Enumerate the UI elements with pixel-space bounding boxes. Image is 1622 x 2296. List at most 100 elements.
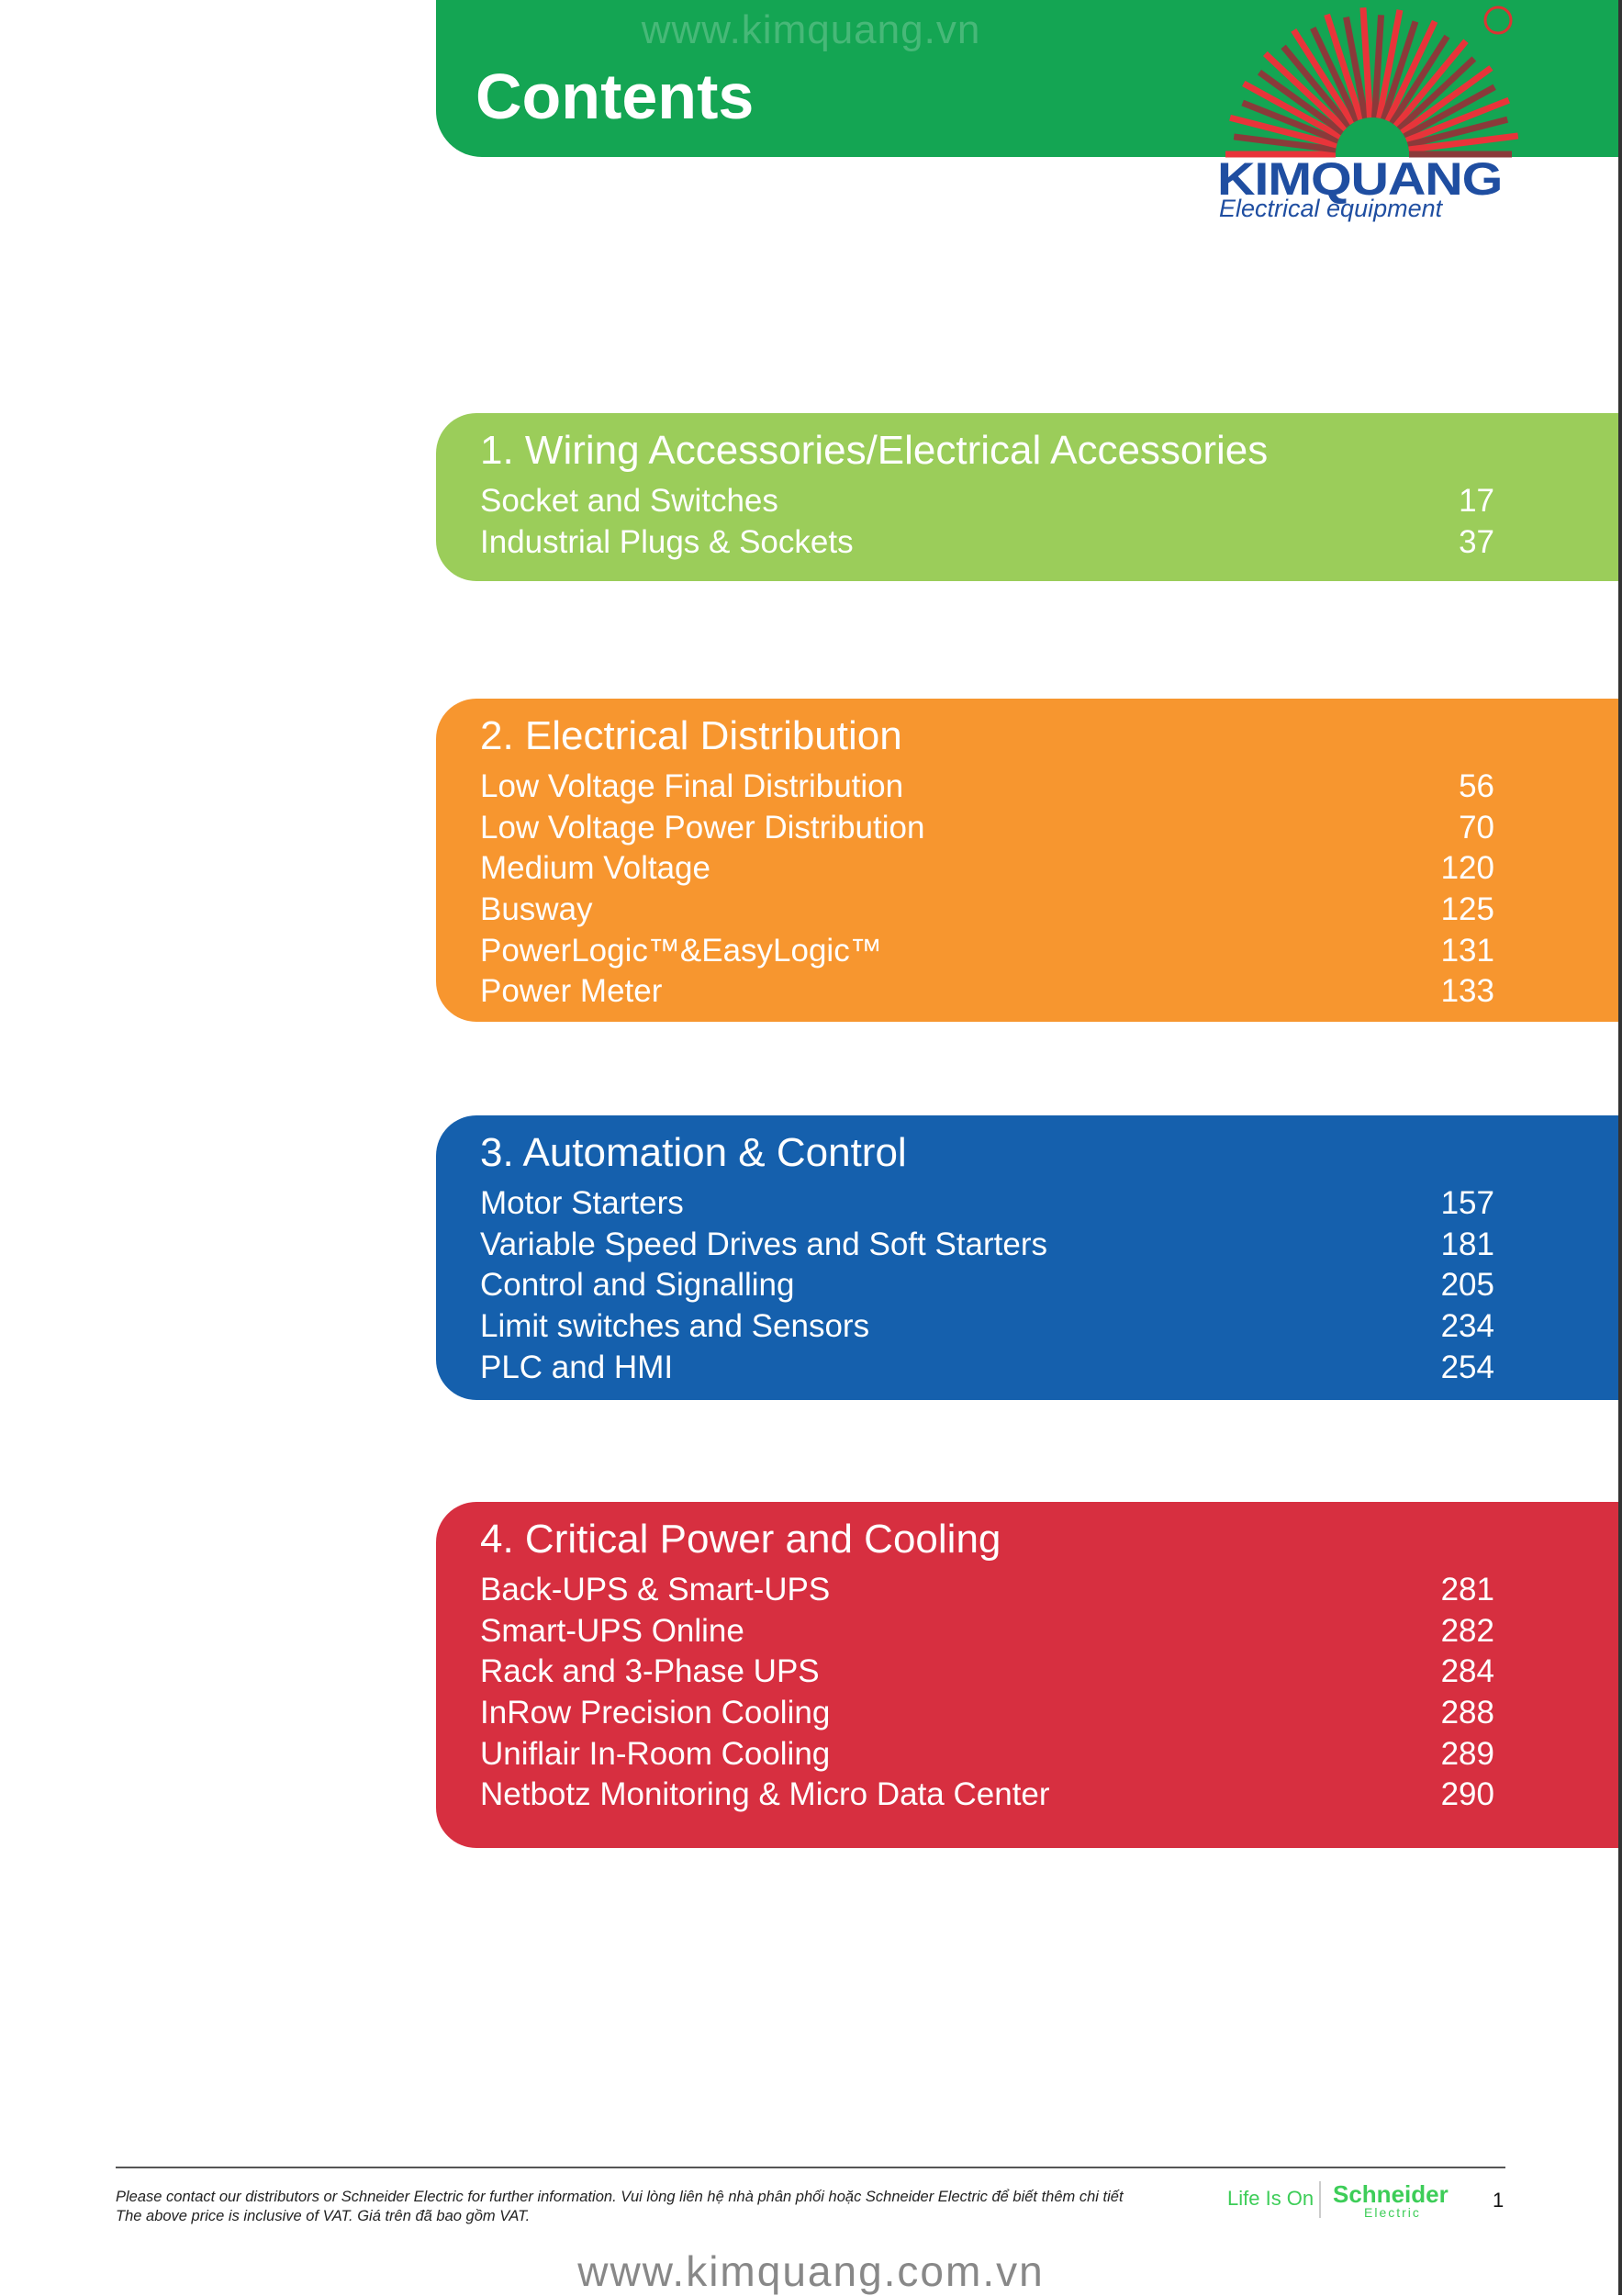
sun-ray bbox=[1257, 69, 1345, 136]
entry-name: Busway bbox=[480, 891, 593, 928]
entry-page: 17 bbox=[1459, 483, 1494, 519]
entry-page: 133 bbox=[1440, 973, 1494, 1010]
sun-ray bbox=[1396, 56, 1477, 132]
sun-ray bbox=[1404, 96, 1511, 144]
footer-note: The above price is inclusive of VAT. Giá… bbox=[116, 2208, 531, 2224]
sun-ray bbox=[1241, 99, 1340, 144]
entry-page: 125 bbox=[1440, 891, 1494, 928]
entry: Variable Speed Drives and Soft Starters 1… bbox=[480, 1225, 1622, 1266]
entry-page: 290 bbox=[1440, 1776, 1494, 1813]
watermark: www.kimquang.vn bbox=[641, 7, 981, 52]
sun-ray bbox=[1281, 44, 1352, 129]
entry-name: Netbotz Monitoring & Micro Data Center bbox=[480, 1776, 1050, 1813]
sun-ray bbox=[1359, 7, 1373, 118]
entry: Uniflair In-Room Cooling 289 bbox=[480, 1734, 1622, 1775]
entry-page: 282 bbox=[1440, 1612, 1494, 1649]
section: 1. Wiring Accessories/Electrical Accesso… bbox=[436, 413, 1622, 581]
entry-name: Industrial Plugs & Sockets bbox=[480, 523, 854, 560]
sun-ray bbox=[1262, 50, 1348, 132]
entry: Low Voltage Power Distribution 70 bbox=[480, 808, 1622, 849]
section: 3. Automation & Control Motor Starters 157… bbox=[436, 1115, 1622, 1400]
entry-name: Low Voltage Power Distribution bbox=[480, 809, 925, 846]
entry-name: PowerLogic™&EasyLogic™ bbox=[480, 932, 882, 969]
entry-name: Power Meter bbox=[480, 973, 663, 1010]
sun-ray bbox=[1384, 19, 1438, 123]
entry-name: Back-UPS & Smart-UPS bbox=[480, 1572, 831, 1607]
sun-ray bbox=[1229, 114, 1338, 149]
logo-brand: KIMQUANG bbox=[1217, 153, 1503, 205]
entry: Industrial Plugs & Sockets 37 bbox=[480, 522, 1622, 564]
page-edge bbox=[1618, 0, 1622, 2295]
entry-page: 131 bbox=[1440, 932, 1494, 969]
sun-ray bbox=[1403, 84, 1496, 140]
entry: Motor Starters 157 bbox=[480, 1183, 1622, 1225]
sun-ray bbox=[1233, 133, 1337, 153]
registered-mark bbox=[1483, 6, 1513, 35]
sun-ray bbox=[1400, 65, 1493, 136]
logo-sunburst bbox=[1225, 6, 1519, 158]
entry-page: 281 bbox=[1440, 1572, 1494, 1607]
section-title: 1. Wiring Accessories/Electrical Accesso… bbox=[480, 428, 1269, 473]
entry-name: Rack and 3-Phase UPS bbox=[480, 1653, 820, 1690]
entry: Smart-UPS Online 282 bbox=[480, 1611, 1622, 1652]
entry-page: 37 bbox=[1459, 523, 1494, 560]
entry-name: Socket and Switches bbox=[480, 483, 778, 519]
sun-ray bbox=[1376, 9, 1404, 119]
entry: Rack and 3-Phase UPS 284 bbox=[480, 1652, 1622, 1693]
section-title: 4. Critical Power and Cooling bbox=[480, 1517, 1001, 1562]
section-title: 2. Electrical Distribution bbox=[480, 713, 902, 758]
sun-ray bbox=[1393, 39, 1469, 129]
entry: Netbotz Monitoring & Micro Data Center 29… bbox=[480, 1775, 1622, 1816]
entry-name: Uniflair In-Room Cooling bbox=[480, 1735, 831, 1772]
sun-ray bbox=[1408, 132, 1519, 153]
entry: Back-UPS & Smart-UPS 281 bbox=[480, 1570, 1622, 1611]
sun-ray bbox=[1371, 15, 1385, 118]
entry: Limit switches and Sensors 234 bbox=[480, 1306, 1622, 1348]
page-number: 1 bbox=[1493, 2189, 1505, 2212]
slogan: Life Is On bbox=[1227, 2187, 1314, 2210]
schneider-logo-sub: Electric bbox=[1364, 2205, 1421, 2220]
entry: Medium Voltage 120 bbox=[480, 848, 1622, 890]
entry-page: 120 bbox=[1440, 850, 1494, 887]
section: 4. Critical Power and Cooling Back-UPS & … bbox=[436, 1502, 1622, 1848]
entry-name: PLC and HMI bbox=[480, 1349, 674, 1385]
sun-ray bbox=[1310, 26, 1360, 123]
entry-page: 254 bbox=[1440, 1349, 1494, 1385]
sun-ray bbox=[1242, 80, 1342, 140]
entry-name: Motor Starters bbox=[480, 1185, 684, 1221]
sun-ray bbox=[1406, 116, 1509, 149]
section-title: 3. Automation & Control bbox=[480, 1130, 907, 1175]
sun-ray bbox=[1381, 20, 1419, 121]
sun-ray bbox=[1291, 28, 1356, 126]
footer-rule bbox=[116, 2167, 1505, 2168]
entry-page: 205 bbox=[1440, 1267, 1494, 1304]
entry-name: Control and Signalling bbox=[480, 1267, 795, 1304]
entry: Power Meter 133 bbox=[480, 971, 1622, 1013]
divider bbox=[1319, 2181, 1321, 2218]
entry-page: 56 bbox=[1459, 768, 1494, 804]
logo-tagline: Electrical equipment bbox=[1219, 195, 1443, 222]
section: 2. Electrical Distribution Low Voltage Fi… bbox=[436, 699, 1622, 1022]
page-title: Contents bbox=[475, 61, 755, 132]
watermark: www.kimquang.com.vn bbox=[577, 2247, 1045, 2295]
sun-ray bbox=[1324, 13, 1364, 121]
entry: Busway 125 bbox=[480, 890, 1622, 931]
entry-page: 288 bbox=[1440, 1695, 1494, 1731]
entry: PowerLogic™&EasyLogic™ 131 bbox=[480, 931, 1622, 972]
sun-ray bbox=[1389, 34, 1450, 126]
entry: Socket and Switches 17 bbox=[480, 481, 1622, 522]
entry-name: Variable Speed Drives and Soft Starters bbox=[480, 1226, 1048, 1262]
entry-name: InRow Precision Cooling bbox=[480, 1695, 831, 1731]
sun-ray bbox=[1343, 17, 1369, 119]
entry-name: Smart-UPS Online bbox=[480, 1612, 744, 1649]
entry-page: 284 bbox=[1440, 1653, 1494, 1690]
entry: Control and Signalling 205 bbox=[480, 1265, 1622, 1306]
entry: PLC and HMI 254 bbox=[480, 1348, 1622, 1389]
entry-page: 181 bbox=[1440, 1226, 1494, 1262]
schneider-logo: Schneider bbox=[1333, 2180, 1449, 2208]
entry-page: 70 bbox=[1459, 809, 1494, 846]
entry-name: Medium Voltage bbox=[480, 850, 710, 887]
entry-name: Limit switches and Sensors bbox=[480, 1308, 870, 1345]
entry-page: 289 bbox=[1440, 1735, 1494, 1772]
